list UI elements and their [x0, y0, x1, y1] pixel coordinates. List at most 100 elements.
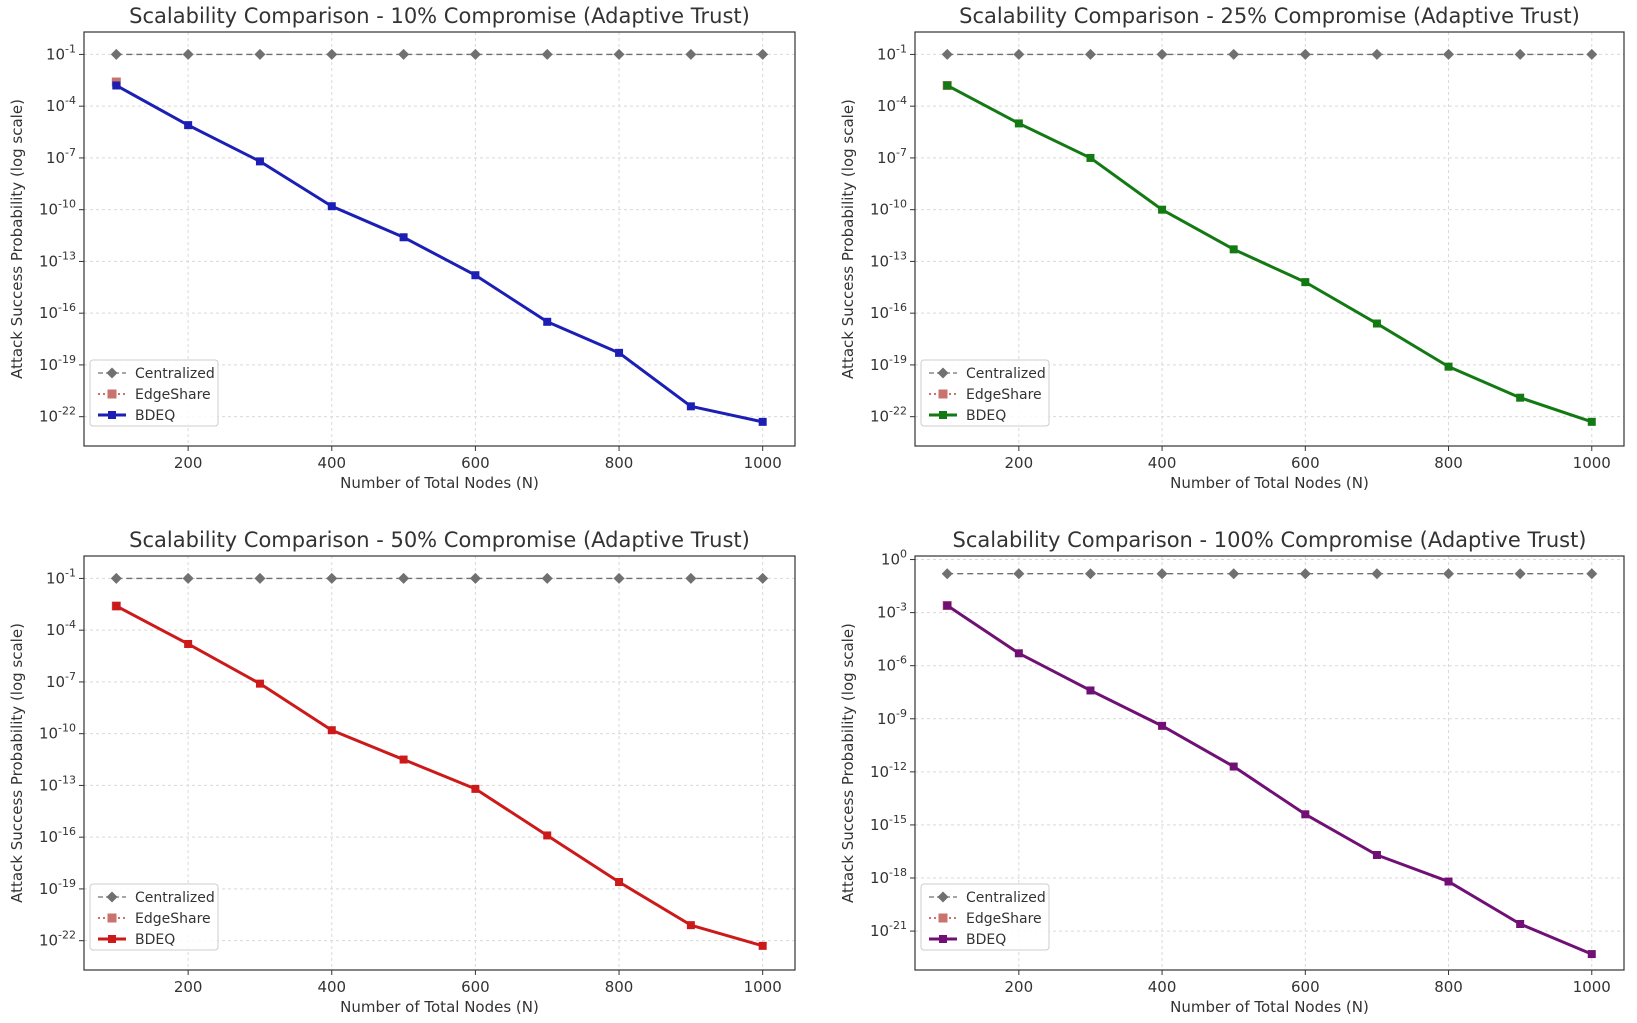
chart-panel-4: 200 400 600 800 1000 100 10-3 10-6 10-9 10-12 10-1…	[839, 528, 1625, 1016]
y-axis-label: Attack Success Probability (log scale)	[839, 623, 857, 903]
data-point-centralized	[1156, 568, 1168, 580]
y-tick-label: 10-12	[870, 760, 907, 781]
x-tick-label: 400	[1148, 454, 1177, 472]
data-point-bdeq	[1158, 721, 1167, 730]
chart-panel-3: 200 400 600 800 1000 10-1 10-4 10-7 10-10 10-13 10…	[8, 528, 796, 1016]
x-axis-label: Number of Total Nodes (N)	[340, 998, 539, 1016]
legend: Centralized EdgeShare BDEQ	[920, 359, 1050, 427]
y-tick-label: 10-10	[39, 198, 76, 219]
legend-label-bdeq: BDEQ	[135, 408, 175, 424]
series-centralized	[941, 48, 1598, 60]
data-point-centralized	[1443, 48, 1455, 60]
data-point-centralized	[1514, 48, 1526, 60]
x-tick-label: 1000	[744, 978, 782, 996]
y-tick-label: 10-22	[39, 405, 76, 426]
data-point-bdeq	[1516, 920, 1525, 928]
data-point-centralized	[1299, 568, 1311, 580]
y-tick-label: 10-19	[870, 353, 907, 374]
y-axis-label: Attack Success Probability (log scale)	[839, 99, 857, 379]
y-tick-label: 10-3	[877, 601, 907, 622]
legend-box	[920, 359, 1050, 427]
legend-label-edgeshare: EdgeShare	[966, 387, 1042, 403]
data-point-centralized	[1299, 48, 1311, 60]
data-point-centralized	[182, 572, 194, 584]
data-point-centralized	[1013, 48, 1025, 60]
legend-label-bdeq: BDEQ	[135, 932, 175, 948]
series-line-bdeq	[946, 604, 1593, 956]
x-tick-label: 400	[1148, 978, 1177, 996]
data-point-bdeq	[1229, 762, 1238, 771]
chart-title: Scalability Comparison - 50% Compromise …	[129, 528, 750, 552]
y-tick-label: 100	[881, 548, 907, 569]
data-point-centralized	[1013, 568, 1025, 580]
data-point-bdeq	[184, 121, 193, 130]
y-tick-label: 10-15	[870, 813, 907, 834]
y-tick-label: 10-10	[39, 722, 76, 743]
y-tick-label: 10-13	[39, 773, 76, 794]
chart-panel-2: 200 400 600 800 1000 10-1 10-4 10-7 10-10 10-13 10…	[839, 4, 1625, 492]
series-bdeq	[112, 81, 767, 426]
data-point-centralized	[757, 48, 769, 60]
y-tick-label: 10-16	[39, 825, 76, 846]
legend: Centralized EdgeShare BDEQ	[89, 359, 219, 427]
y-tick-label: 10-10	[870, 198, 907, 219]
x-tick-label: 200	[174, 978, 203, 996]
data-point-centralized	[469, 48, 481, 60]
y-tick-label: 10-1	[46, 566, 76, 587]
data-point-bdeq	[255, 679, 264, 688]
y-tick-label: 10-18	[870, 866, 907, 887]
series-line-bdeq	[946, 84, 1593, 424]
data-point-bdeq	[615, 878, 624, 887]
x-axis-label: Number of Total Nodes (N)	[1170, 474, 1369, 492]
data-point-centralized	[398, 572, 410, 584]
x-tick-label: 600	[1291, 978, 1320, 996]
data-point-bdeq	[1086, 686, 1095, 695]
y-axis-label: Attack Success Probability (log scale)	[8, 99, 26, 379]
legend-box	[89, 883, 219, 951]
y-tick-label: 10-16	[39, 301, 76, 322]
series-line-bdeq	[115, 84, 763, 424]
legend-label-bdeq: BDEQ	[966, 932, 1006, 948]
data-point-bdeq	[686, 921, 695, 930]
data-point-bdeq	[1372, 319, 1381, 328]
data-point-centralized	[1371, 568, 1383, 580]
data-point-bdeq	[112, 602, 121, 611]
series-line-bdeq	[115, 604, 764, 948]
x-tick-label: 800	[605, 978, 634, 996]
series-centralized	[110, 572, 769, 584]
data-point-centralized	[182, 48, 194, 60]
data-point-centralized	[685, 572, 697, 584]
chart-panel-1: 200 400 600 800 1000 10-1 10-4 10-7 10-10 10-13 10…	[8, 4, 796, 492]
x-tick-label: 600	[1291, 454, 1320, 472]
data-point-centralized	[941, 48, 953, 60]
data-point-bdeq	[1516, 393, 1525, 402]
x-tick-label: 1000	[744, 454, 782, 472]
legend-marker-edgeshare	[938, 913, 948, 923]
data-point-bdeq	[615, 348, 624, 357]
data-point-centralized	[757, 572, 769, 584]
legend-label-edgeshare: EdgeShare	[966, 911, 1042, 927]
y-tick-label: 10-4	[877, 94, 907, 115]
series-bdeq	[112, 602, 767, 950]
y-tick-label: 10-7	[46, 146, 76, 167]
data-point-bdeq	[543, 831, 552, 840]
legend-marker-bdeq	[939, 411, 947, 419]
x-tick-label: 1000	[1573, 454, 1611, 472]
legend-box	[89, 359, 219, 427]
legend: Centralized EdgeShare BDEQ	[89, 883, 219, 951]
legend-marker-bdeq	[108, 935, 116, 943]
legend-box	[920, 883, 1050, 951]
legend-marker-edgeshare	[107, 913, 117, 923]
data-point-centralized	[613, 572, 625, 584]
data-point-centralized	[1514, 568, 1526, 580]
data-point-bdeq	[1014, 119, 1023, 128]
y-tick-label: 10-4	[46, 94, 76, 115]
data-point-bdeq	[1301, 810, 1310, 819]
y-tick-label: 10-21	[870, 919, 907, 940]
legend-marker-centralized	[937, 891, 949, 903]
data-point-bdeq	[399, 755, 408, 764]
data-point-bdeq	[327, 202, 336, 211]
data-point-bdeq	[686, 402, 695, 411]
